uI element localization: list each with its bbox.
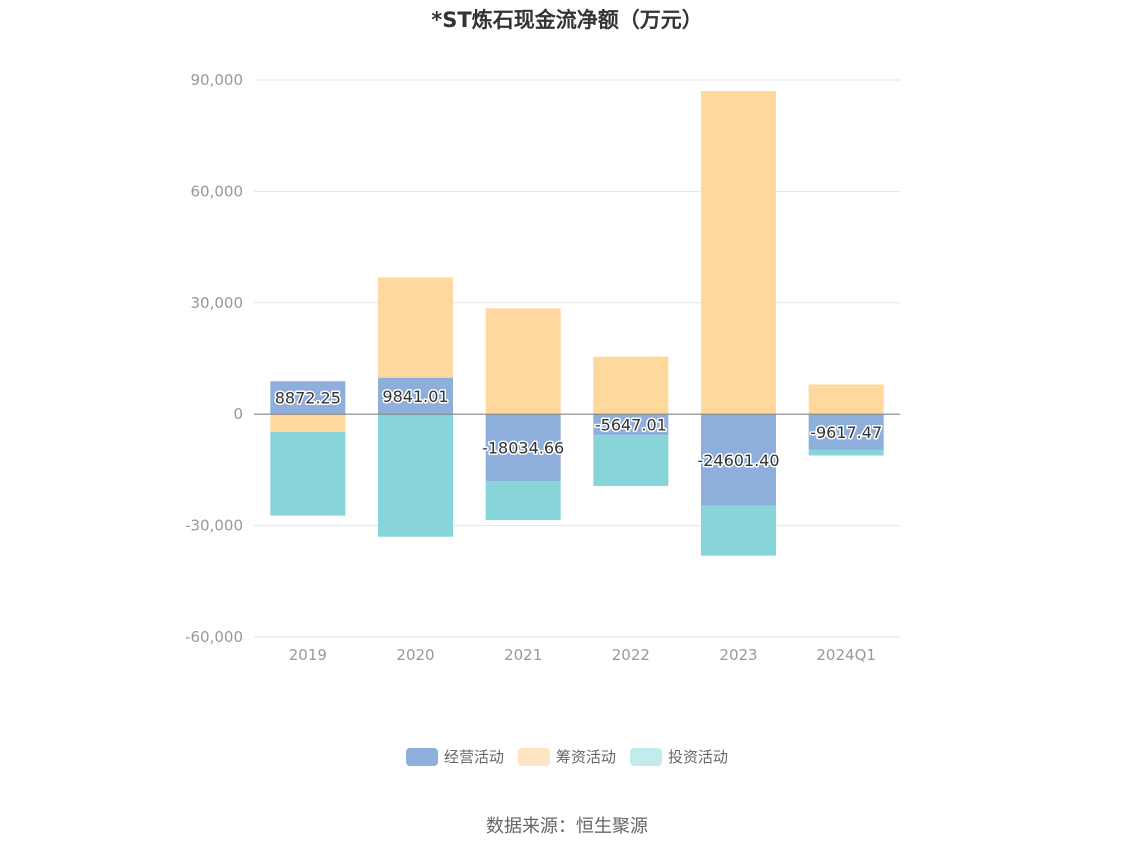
legend-label-investing: 投资活动 <box>668 748 729 766</box>
bar-筹资活动-2020[interactable] <box>378 277 453 378</box>
data-labels: 8872.25 9841.01 -18034.66 -5647.01 -24601.40… <box>273 385 883 471</box>
x-tick-label: 2021 <box>504 646 542 664</box>
bar-经营活动-2023[interactable] <box>701 414 776 506</box>
y-tick-label: -60,000 <box>185 628 243 646</box>
legend-item-operating[interactable]: 经营活动 <box>405 746 504 767</box>
axes: 90,000 60,000 30,000 0 -30,000 -60,000 2019 202… <box>185 71 900 664</box>
bar-投资活动-2024Q1[interactable] <box>808 449 884 456</box>
data-label-operating: -24601.40 <box>697 451 779 470</box>
bar-投资活动-2022[interactable] <box>593 435 669 487</box>
y-tick-label: 30,000 <box>191 294 244 312</box>
x-tick-label: 2022 <box>612 646 650 664</box>
bar-投资活动-2021[interactable] <box>485 481 561 521</box>
bar-筹资活动-2019[interactable] <box>270 414 346 433</box>
y-tick-label: 60,000 <box>191 182 244 200</box>
x-tick-label: 2023 <box>719 646 757 664</box>
bars <box>270 91 884 556</box>
bar-投资活动-2020[interactable] <box>378 414 453 537</box>
legend-swatch-financing <box>517 747 550 766</box>
bar-经营活动-2024Q1[interactable] <box>808 414 884 450</box>
legend-label-financing: 筹资活动 <box>555 748 616 766</box>
bar-经营活动-2020[interactable] <box>378 377 453 415</box>
bar-投资活动-2023[interactable] <box>701 505 776 556</box>
legend-swatch-operating <box>405 747 438 766</box>
legend: 经营活动 筹资活动 投资活动 <box>0 746 1134 767</box>
x-tick-label: 2024Q1 <box>816 646 876 664</box>
data-label-operating: -18034.66 <box>482 439 564 458</box>
bar-筹资活动-2024Q1[interactable] <box>808 384 884 415</box>
legend-swatch-investing <box>630 747 662 766</box>
data-label-operating: -5647.01 <box>595 416 667 435</box>
y-tick-label: 0 <box>233 405 243 423</box>
data-label-operating: -9617.47 <box>810 423 882 442</box>
legend-item-financing[interactable]: 筹资活动 <box>517 746 616 767</box>
data-label-operating: 8872.25 <box>275 389 341 408</box>
gridlines <box>254 79 900 638</box>
x-tick-label: 2020 <box>396 646 434 664</box>
legend-item-investing[interactable]: 投资活动 <box>630 746 728 767</box>
data-source: 数据来源：恒生聚源 <box>486 816 648 837</box>
bar-筹资活动-2022[interactable] <box>593 356 669 415</box>
bar-经营活动-2022[interactable] <box>593 414 669 436</box>
bar-筹资活动-2023[interactable] <box>701 91 776 415</box>
bar-经营活动-2019[interactable] <box>270 381 346 415</box>
x-tick-label: 2019 <box>289 646 327 664</box>
chart-title: *ST炼石现金流净额（万元） <box>431 8 703 32</box>
data-label-operating: 9841.01 <box>382 387 448 406</box>
bar-经营活动-2021[interactable] <box>485 414 561 482</box>
y-tick-label: 90,000 <box>191 71 244 89</box>
bar-投资活动-2019[interactable] <box>270 432 346 516</box>
y-tick-label: -30,000 <box>185 517 243 535</box>
bar-筹资活动-2021[interactable] <box>485 308 561 415</box>
legend-label-operating: 经营活动 <box>443 748 504 766</box>
